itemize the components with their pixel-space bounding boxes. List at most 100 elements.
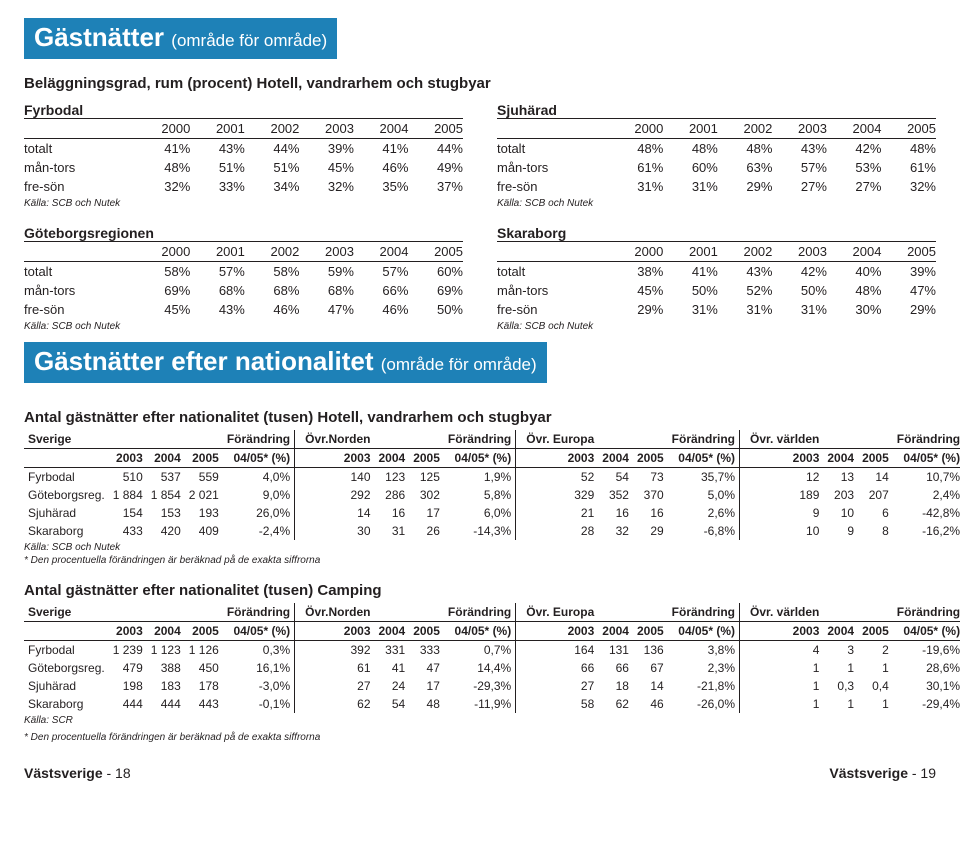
- table-row: Fyrbodal1 2391 1231 1260,3%3923313330,7%…: [24, 641, 960, 660]
- cell-value: 14: [858, 468, 893, 487]
- cell-value: 31%: [609, 177, 664, 196]
- cell-value: 4,0%: [223, 468, 295, 487]
- row-label: fre-sön: [497, 300, 609, 319]
- nat-table1-subhead: Antal gästnätter efter nationalitet (tus…: [24, 409, 936, 426]
- year-header: 2003: [299, 119, 354, 139]
- cell-value: 48%: [663, 139, 718, 159]
- cell-value: 44%: [245, 139, 300, 159]
- group-name: Sverige: [24, 430, 109, 449]
- cell-value: 32%: [136, 177, 191, 196]
- cell-value: 31%: [772, 300, 827, 319]
- row-label: fre-sön: [497, 177, 609, 196]
- cell-value: -2,4%: [223, 522, 295, 540]
- year-header: 2003: [772, 119, 827, 139]
- cell-value: 16: [375, 504, 410, 522]
- year-header: 2002: [718, 119, 773, 139]
- cell-value: 352: [598, 486, 633, 504]
- group-header-row: SverigeFörändringÖvr.NordenFörändringÖvr…: [24, 603, 960, 622]
- cell-value: 331: [375, 641, 410, 660]
- row-label: Skaraborg: [24, 522, 109, 540]
- cell-value: 123: [375, 468, 410, 487]
- cell-value: 392: [295, 641, 375, 660]
- cell-value: 57%: [772, 158, 827, 177]
- year-col: 2003: [109, 622, 147, 641]
- group-name: Övr. världen: [740, 430, 824, 449]
- year-header: 2004: [827, 242, 882, 262]
- year-col: 2004: [598, 449, 633, 468]
- row-label: Sjuhärad: [24, 677, 109, 695]
- year-header-row: 20032004200504/05* (%)20032004200504/05*…: [24, 622, 960, 641]
- cell-value: 14,4%: [444, 659, 516, 677]
- footer-right: Västsverige - 19: [829, 765, 936, 781]
- cell-value: 35,7%: [668, 468, 740, 487]
- row-label: fre-sön: [24, 177, 136, 196]
- year-header: 2001: [663, 242, 718, 262]
- cell-value: 48%: [718, 139, 773, 159]
- occupancy-table: 200020012002200320042005totalt38%41%43%4…: [497, 242, 936, 319]
- table-row: Göteborgsreg.47938845016,1%61414714,4%66…: [24, 659, 960, 677]
- cell-value: 2: [858, 641, 893, 660]
- table-source: Källa: SCB och Nutek: [497, 321, 936, 332]
- cell-value: 207: [858, 486, 893, 504]
- cell-value: 12: [740, 468, 824, 487]
- row-label: fre-sön: [24, 300, 136, 319]
- cell-value: 32%: [881, 177, 936, 196]
- cell-value: 183: [147, 677, 185, 695]
- year-header: 2001: [190, 242, 245, 262]
- year-col: 04/05* (%): [444, 622, 516, 641]
- cell-value: -19,6%: [893, 641, 960, 660]
- cell-value: 62: [295, 695, 375, 713]
- row-label: mån-tors: [497, 158, 609, 177]
- row-label: Fyrbodal: [24, 468, 109, 487]
- table-row: totalt58%57%58%59%57%60%: [24, 262, 463, 282]
- cell-value: 30,1%: [893, 677, 960, 695]
- cell-value: 537: [147, 468, 185, 487]
- cell-value: 39%: [299, 139, 354, 159]
- year-col: 04/05* (%): [223, 622, 295, 641]
- cell-value: 32: [598, 522, 633, 540]
- cell-value: -26,0%: [668, 695, 740, 713]
- cell-value: 13: [823, 468, 858, 487]
- cell-value: 1 239: [109, 641, 147, 660]
- cell-value: -16,2%: [893, 522, 960, 540]
- change-label: Förändring: [444, 430, 516, 449]
- cell-value: 10: [740, 522, 824, 540]
- cell-value: 41%: [136, 139, 191, 159]
- cell-value: 333: [409, 641, 444, 660]
- region-title: Fyrbodal: [24, 102, 463, 118]
- cell-value: 51%: [245, 158, 300, 177]
- cell-value: 8: [858, 522, 893, 540]
- cell-value: -42,8%: [893, 504, 960, 522]
- section1-subhead: Beläggningsgrad, rum (procent) Hotell, v…: [24, 75, 936, 92]
- cell-value: 27: [516, 677, 599, 695]
- cell-value: 48%: [881, 139, 936, 159]
- year-col: 04/05* (%): [444, 449, 516, 468]
- change-label: Förändring: [223, 603, 295, 622]
- cell-value: 0,3: [823, 677, 858, 695]
- cell-value: 45%: [299, 158, 354, 177]
- cell-value: 1: [740, 659, 824, 677]
- section2-title-banner: Gästnätter efter nationalitet (område fö…: [24, 342, 547, 383]
- table-row: totalt48%48%48%43%42%48%: [497, 139, 936, 159]
- cell-value: 1 126: [185, 641, 223, 660]
- table-row: totalt41%43%44%39%41%44%: [24, 139, 463, 159]
- cell-value: 61%: [881, 158, 936, 177]
- cell-value: 9: [740, 504, 824, 522]
- cell-value: 40%: [827, 262, 882, 282]
- row-label: Fyrbodal: [24, 641, 109, 660]
- region-title: Skaraborg: [497, 225, 936, 241]
- year-header: 2004: [354, 119, 409, 139]
- cell-value: 52: [516, 468, 599, 487]
- group-name: Sverige: [24, 603, 109, 622]
- cell-value: 286: [375, 486, 410, 504]
- cell-value: 131: [598, 641, 633, 660]
- group-name: Övr.Norden: [295, 603, 375, 622]
- cell-value: 10,7%: [893, 468, 960, 487]
- nationality-table: SverigeFörändringÖvr.NordenFörändringÖvr…: [24, 603, 960, 713]
- cell-value: 41: [375, 659, 410, 677]
- region-title: Göteborgsregionen: [24, 225, 463, 241]
- cell-value: 69%: [408, 281, 463, 300]
- cell-value: 4: [740, 641, 824, 660]
- cell-value: 50%: [772, 281, 827, 300]
- cell-value: 27%: [772, 177, 827, 196]
